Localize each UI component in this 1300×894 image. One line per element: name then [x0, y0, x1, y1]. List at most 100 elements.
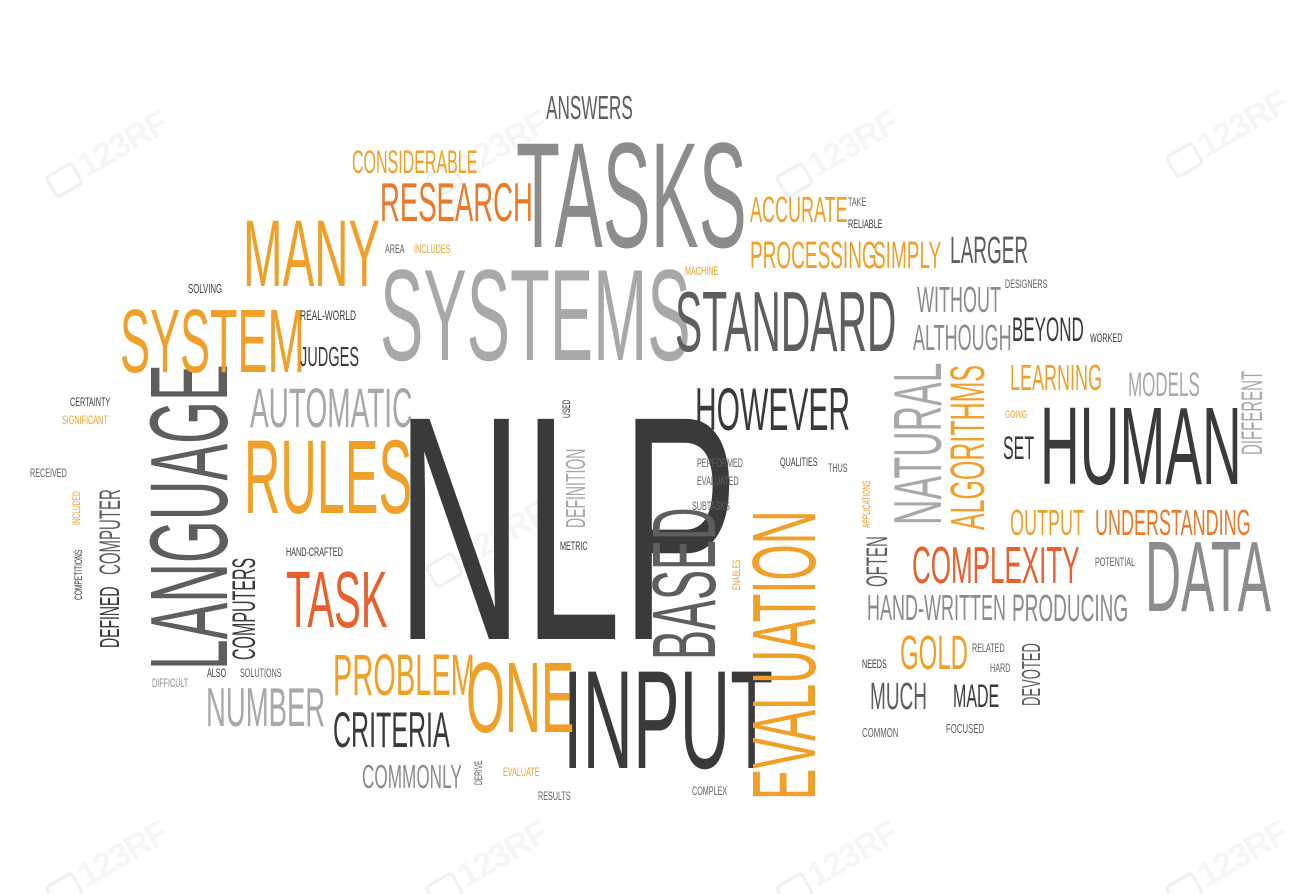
- watermark-text: 123RF: [801, 103, 905, 185]
- cloud-word-set: SET: [1003, 430, 1035, 466]
- cloud-word-included: INCLUDED: [71, 491, 83, 525]
- cloud-word-research: RESEARCH: [380, 171, 533, 233]
- cloud-word-used: USED: [561, 399, 573, 418]
- watermark-text: 123RF: [71, 103, 175, 185]
- cloud-word-focused: FOCUSED: [946, 721, 985, 736]
- cloud-word-evaluation: EVALUATION: [735, 510, 835, 800]
- cloud-word-problem: PROBLEM: [333, 643, 475, 708]
- cloud-word-worked: WORKED: [1090, 331, 1123, 345]
- watermark-logo: 123RF: [40, 813, 175, 894]
- cloud-word-criteria: CRITERIA: [333, 702, 450, 758]
- watermark-text: 123RF: [451, 813, 555, 894]
- cloud-word-enables: ENABLES: [731, 559, 743, 590]
- cloud-word-computer: COMPUTER: [94, 489, 127, 575]
- cloud-word-data: DATA: [1145, 521, 1271, 633]
- cloud-word-models: MODELS: [1128, 366, 1200, 404]
- cloud-word-results: RESULTS: [538, 789, 571, 803]
- cloud-word-solutions: SOLUTIONS: [240, 666, 282, 680]
- cloud-word-gold: GOLD: [900, 627, 969, 680]
- cloud-word-based: BASED: [635, 507, 735, 660]
- cloud-word-made: MADE: [953, 678, 1000, 714]
- watermark-text: 123RF: [1191, 83, 1295, 165]
- cloud-word-larger: LARGER: [950, 230, 1029, 272]
- cloud-word-different: DIFFERENT: [1236, 370, 1269, 455]
- cloud-word-task: TASK: [286, 555, 388, 644]
- cloud-word-designers: DESIGNERS: [1005, 277, 1048, 291]
- cloud-word-performed: PERFORMED: [697, 456, 744, 470]
- cloud-word-take: TAKE: [848, 195, 867, 209]
- cloud-word-reliable: RELIABLE: [848, 217, 883, 231]
- cloud-word-systems: SYSTEMS: [380, 242, 691, 388]
- camera-icon: [1164, 140, 1205, 180]
- cloud-word-evaluated: EVALUATED: [697, 474, 739, 488]
- cloud-word-one: ONE: [466, 642, 575, 754]
- cloud-word-producing: PRODUCING: [1012, 588, 1129, 630]
- cloud-word-answers: ANSWERS: [546, 89, 633, 126]
- cloud-word-significant: SIGNIFICANT: [62, 413, 108, 427]
- cloud-word-complexity: COMPLEXITY: [912, 537, 1080, 595]
- cloud-word-related: RELATED: [972, 641, 1005, 655]
- cloud-word-system: SYSTEM: [120, 292, 306, 392]
- cloud-word-defined: DEFINED: [94, 586, 125, 648]
- cloud-word-computers: COMPUTERS: [226, 557, 262, 660]
- cloud-word-automatic: AUTOMATIC: [250, 376, 413, 439]
- cloud-word-thus: THUS: [828, 461, 848, 475]
- cloud-word-received: RECEIVED: [30, 466, 67, 480]
- cloud-word-rules: RULES: [244, 419, 413, 536]
- cloud-word-competitions: COMPETITIONS: [73, 549, 85, 600]
- cloud-word-hard: HARD: [990, 661, 1011, 675]
- cloud-word-includes: INCLUDES: [414, 242, 451, 256]
- cloud-word-learning: LEARNING: [1010, 357, 1103, 398]
- cloud-word-hand-crafted: HAND-CRAFTED: [286, 545, 343, 559]
- cloud-word-devoted: DEVOTED: [1016, 643, 1046, 706]
- cloud-word-certainty: CERTAINTY: [70, 395, 111, 409]
- watermark-logo: 123RF: [1160, 83, 1295, 183]
- cloud-word-judges: JUDGES: [300, 341, 360, 372]
- watermark-logo: 123RF: [770, 813, 905, 894]
- cloud-word-accurate: ACCURATE: [750, 189, 848, 230]
- cloud-word-considerable: CONSIDERABLE: [352, 144, 478, 180]
- watermark-logo: 123RF: [40, 103, 175, 203]
- cloud-word-applications: APPLICATIONS: [861, 480, 873, 528]
- cloud-word-simply: SIMPLY: [873, 235, 942, 277]
- watermark-logo: 123RF: [1160, 813, 1295, 894]
- cloud-word-real-world: REAL-WORLD: [300, 307, 357, 323]
- cloud-word-nlp: NLP: [396, 349, 739, 707]
- watermark-text: 123RF: [71, 813, 175, 894]
- cloud-word-number: NUMBER: [206, 676, 326, 738]
- cloud-word-qualities: QUALITIES: [780, 455, 818, 469]
- cloud-word-often: OFTEN: [861, 536, 894, 587]
- cloud-word-however: HOWEVER: [695, 376, 851, 443]
- cloud-word-tasks: TASKS: [516, 111, 747, 279]
- cloud-word-much: MUCH: [870, 676, 927, 718]
- cloud-word-also: ALSO: [207, 666, 227, 680]
- cloud-word-processing: PROCESSING: [750, 235, 877, 277]
- watermark-text: 123RF: [801, 813, 905, 894]
- cloud-word-human: HUMAN: [1040, 385, 1242, 508]
- cloud-word-commonly: COMMONLY: [362, 758, 462, 795]
- cloud-word-definition: DEFINITION: [560, 448, 591, 528]
- cloud-word-many: MANY: [243, 201, 381, 307]
- cloud-word-beyond: BEYOND: [1012, 311, 1084, 349]
- cloud-word-machine: MACHINE: [685, 264, 719, 278]
- cloud-word-input: INPUT: [563, 641, 773, 798]
- cloud-word-standard: STANDARD: [675, 275, 897, 370]
- cloud-word-evaluate: EVALUATE: [503, 765, 540, 779]
- cloud-word-algorithms: ALGORITHMS: [942, 364, 995, 530]
- watermark-logo: 123RF: [420, 813, 555, 894]
- cloud-word-complex: COMPLEX: [692, 784, 728, 798]
- cloud-word-difficult: DIFFICULT: [152, 676, 189, 690]
- cloud-word-needs: NEEDS: [862, 657, 887, 671]
- cloud-word-understanding: UNDERSTANDING: [1095, 502, 1251, 543]
- cloud-word-without: WITHOUT: [917, 279, 1001, 320]
- cloud-word-hand-written: HAND-WRITTEN: [867, 587, 1006, 628]
- cloud-word-subtasks: SUBTASKS: [692, 499, 730, 513]
- cloud-word-area: AREA: [385, 242, 405, 256]
- cloud-word-going: GOING: [1005, 409, 1028, 421]
- cloud-word-solving: SOLVING: [188, 281, 223, 296]
- cloud-word-although: ALTHOUGH: [913, 317, 1012, 358]
- cloud-word-common: COMMON: [862, 725, 899, 740]
- watermark-text: 123RF: [1191, 813, 1295, 894]
- cloud-word-output: OUTPUT: [1010, 502, 1084, 543]
